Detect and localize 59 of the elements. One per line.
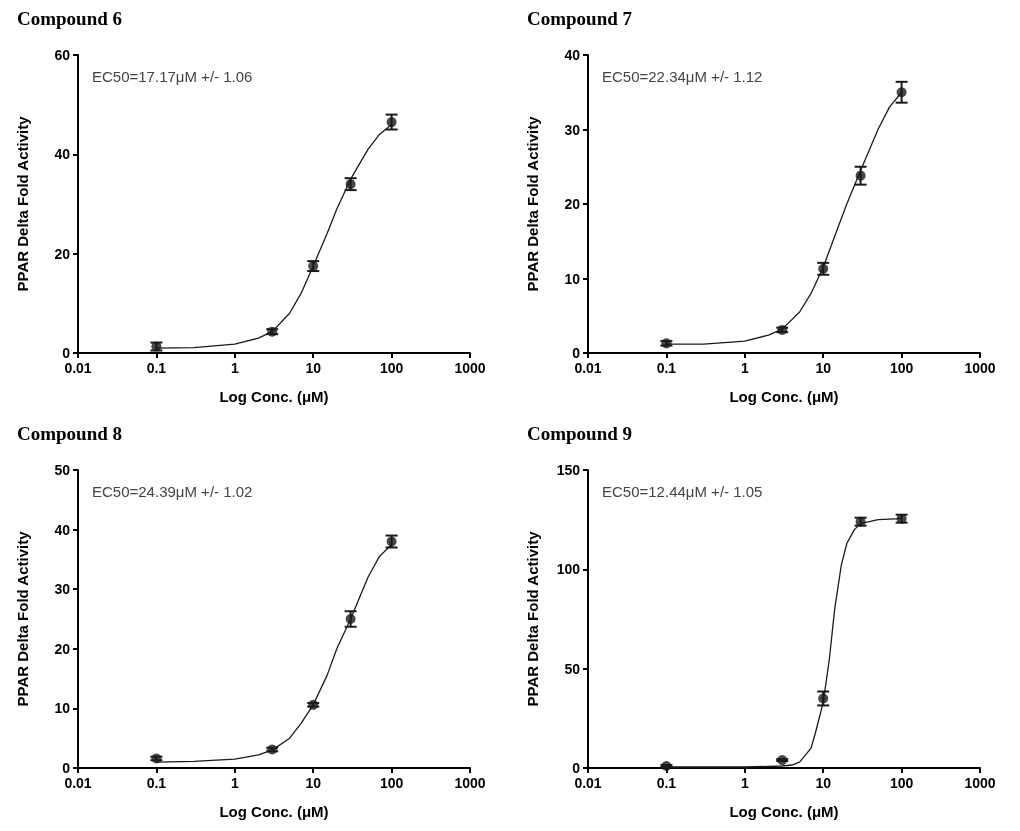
x-tick-label: 0.01 [64, 360, 92, 376]
x-tick-label: 0.01 [574, 775, 602, 791]
annotation: EC50=24.39μM +/- 1.02 [92, 483, 253, 500]
y-tick-label: 0 [62, 760, 71, 776]
x-tick-label: 0.1 [656, 360, 677, 376]
x-tick-label: 0.1 [146, 775, 167, 791]
x-tick-label: 0.01 [574, 360, 602, 376]
x-tick-label: 0.1 [146, 360, 167, 376]
x-axis-title: Log Conc. (μM) [219, 388, 329, 405]
y-tick-label: 100 [556, 561, 581, 578]
x-tick-label: 10 [815, 775, 832, 791]
x-axis-title: Log Conc. (μM) [729, 388, 839, 405]
y-tick-label: 0 [62, 345, 71, 361]
y-axis-title: PPAR Delta Fold Activity [524, 530, 541, 707]
x-tick-label: 100 [379, 775, 404, 791]
x-axis-title: Log Conc. (μM) [729, 803, 839, 820]
x-tick-label: 1 [740, 360, 749, 376]
annotation: EC50=17.17μM +/- 1.06 [92, 68, 253, 85]
y-axis-title: PPAR Delta Fold Activity [14, 530, 31, 707]
y-tick-label: 20 [54, 640, 71, 657]
x-tick-label: 1 [230, 775, 239, 791]
x-tick-label: 10 [815, 360, 832, 376]
x-tick-label: 100 [889, 775, 914, 791]
y-tick-label: 10 [54, 700, 71, 717]
y-tick-label: 20 [54, 245, 71, 262]
x-tick-label: 1000 [454, 360, 486, 376]
y-tick-label: 30 [54, 581, 71, 598]
y-tick-label: 150 [556, 462, 581, 478]
annotation: EC50=22.34μM +/- 1.12 [602, 68, 763, 85]
x-tick-label: 1000 [964, 775, 996, 791]
x-tick-label: 10 [305, 360, 322, 376]
y-axis-title: PPAR Delta Fold Activity [14, 115, 31, 292]
chart-title: Compound 9 [527, 423, 633, 444]
x-tick-label: 1000 [454, 775, 486, 791]
chart-title: Compound 8 [17, 423, 123, 444]
annotation: EC50=12.44μM +/- 1.05 [602, 483, 763, 500]
y-tick-label: 40 [54, 521, 71, 538]
y-tick-label: 50 [54, 462, 71, 478]
y-tick-label: 0 [572, 760, 581, 776]
chart-title: Compound 6 [17, 8, 123, 29]
y-tick-label: 30 [564, 121, 581, 138]
x-axis-title: Log Conc. (μM) [219, 803, 329, 820]
x-tick-label: 100 [889, 360, 914, 376]
x-tick-label: 10 [305, 775, 322, 791]
y-tick-label: 0 [572, 345, 581, 361]
y-tick-label: 40 [564, 47, 581, 63]
y-tick-label: 20 [564, 196, 581, 212]
y-tick-label: 50 [564, 660, 581, 677]
x-tick-label: 1000 [964, 360, 996, 376]
x-tick-label: 100 [379, 360, 404, 376]
x-tick-label: 0.1 [656, 775, 677, 791]
x-tick-label: 1 [230, 360, 239, 376]
y-axis-title: PPAR Delta Fold Activity [524, 115, 541, 292]
y-tick-label: 40 [54, 146, 71, 163]
y-tick-label: 60 [54, 47, 71, 63]
y-tick-label: 10 [564, 270, 581, 287]
chart-title: Compound 7 [527, 8, 633, 29]
x-tick-label: 0.01 [64, 775, 92, 791]
x-tick-label: 1 [740, 775, 749, 791]
